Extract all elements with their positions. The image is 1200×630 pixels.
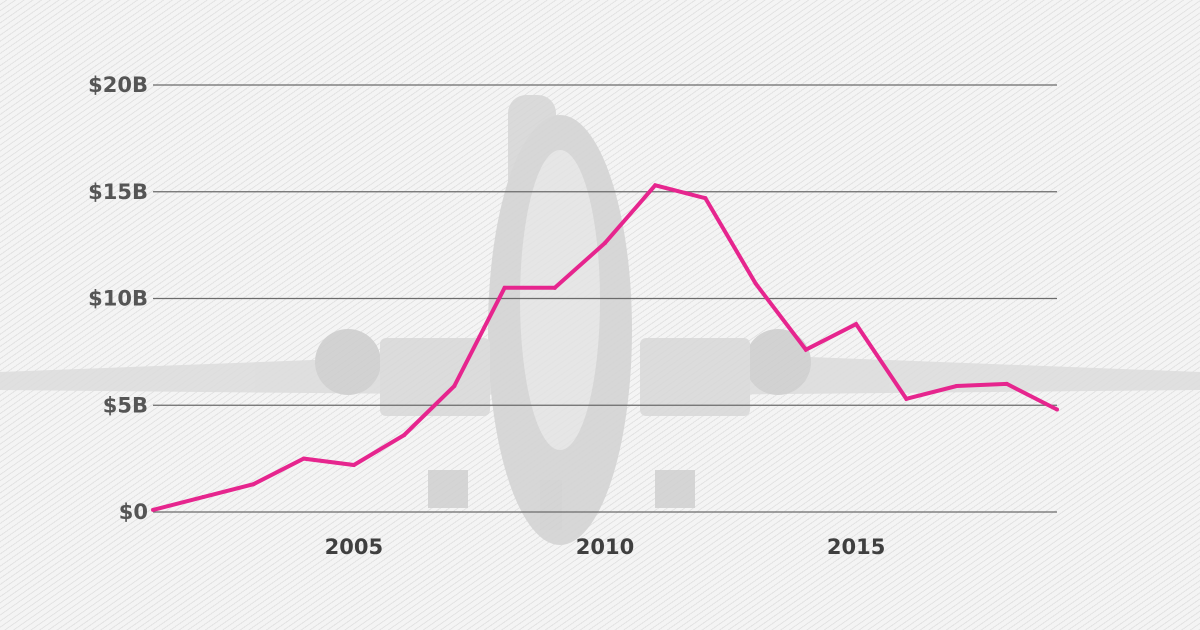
y-axis-ticks: $0 $5B $10B $15B $20B bbox=[88, 73, 148, 524]
data-point bbox=[552, 285, 557, 290]
left-gear-shape bbox=[428, 470, 468, 508]
nose-gear-shape bbox=[540, 480, 562, 530]
y-tick-label: $0 bbox=[119, 500, 148, 524]
data-point bbox=[854, 322, 859, 327]
left-engine-shape bbox=[315, 329, 381, 395]
data-point bbox=[151, 507, 155, 512]
x-tick-label: 2005 bbox=[325, 535, 383, 559]
data-point bbox=[954, 384, 959, 389]
data-point bbox=[301, 456, 306, 461]
gridlines bbox=[153, 84, 1057, 513]
data-point bbox=[201, 495, 206, 500]
y-tick-label: $5B bbox=[103, 393, 148, 417]
data-point bbox=[452, 384, 457, 389]
airliner-front-icon bbox=[0, 95, 1200, 545]
data-point bbox=[803, 347, 808, 352]
left-engine-body-shape bbox=[380, 338, 490, 416]
series-group bbox=[151, 183, 1059, 512]
data-point bbox=[753, 281, 758, 286]
x-tick-label: 2010 bbox=[576, 535, 634, 559]
data-point bbox=[251, 482, 256, 487]
data-point bbox=[703, 196, 708, 201]
data-point bbox=[653, 183, 658, 188]
data-point bbox=[1055, 407, 1059, 412]
data-point bbox=[502, 285, 507, 290]
data-point bbox=[1004, 381, 1009, 386]
data-point bbox=[904, 396, 909, 401]
data-point bbox=[351, 463, 356, 468]
y-tick-label: $10B bbox=[88, 287, 148, 311]
data-point bbox=[603, 240, 607, 245]
fuselage-highlight-shape bbox=[520, 150, 600, 450]
data-point bbox=[402, 433, 407, 438]
x-tick-label: 2015 bbox=[827, 535, 885, 559]
y-tick-label: $15B bbox=[88, 180, 148, 204]
y-tick-label: $20B bbox=[88, 73, 148, 97]
x-axis-ticks: 2005 2010 2015 bbox=[325, 535, 886, 559]
right-engine-body-shape bbox=[640, 338, 750, 416]
right-engine-shape bbox=[745, 329, 811, 395]
right-gear-shape bbox=[655, 470, 695, 508]
